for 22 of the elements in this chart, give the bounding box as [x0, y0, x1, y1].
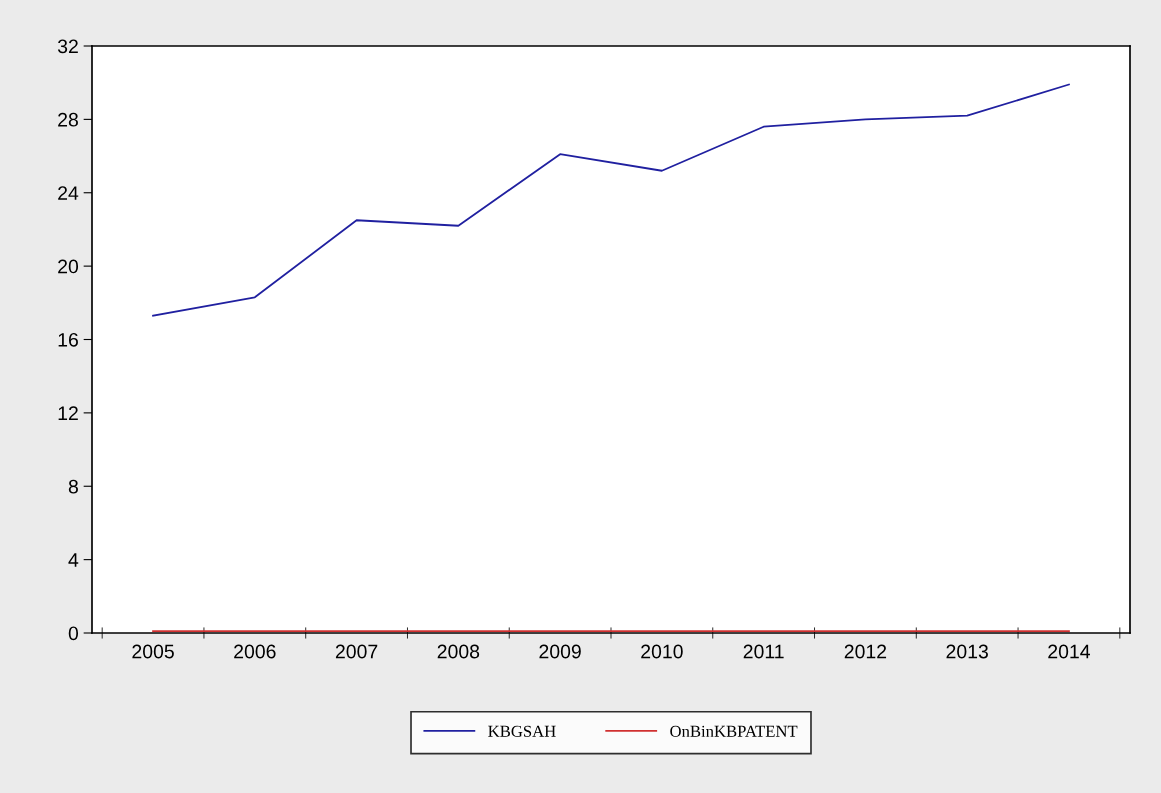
x-tick-label: 2007: [335, 644, 378, 659]
x-tick-label: 2009: [539, 644, 581, 659]
legend-label: OnBinKBPATENT: [670, 725, 798, 737]
x-tick-label: 2011: [743, 644, 784, 659]
y-tick-label: 20: [58, 259, 79, 274]
y-tick-label: 24: [58, 186, 79, 200]
line-series: [152, 83, 1070, 317]
y-tick-label: 12: [58, 406, 78, 420]
y-tick-label: 8: [68, 479, 78, 494]
y-tick-label: 16: [58, 332, 78, 347]
x-tick-label: 2012: [844, 644, 887, 659]
y-tick-label: 4: [68, 553, 79, 567]
x-tick-label: 2008: [437, 644, 480, 659]
y-tick-label: 32: [57, 39, 78, 54]
x-tick-label: 2006: [234, 644, 276, 659]
x-tick-label: 2014: [1048, 644, 1090, 659]
y-tick-label: 28: [58, 112, 78, 127]
x-tick-label: 2010: [641, 644, 683, 659]
x-tick-label: 2013: [946, 644, 988, 659]
x-tick-label: 2005: [132, 644, 174, 659]
legend-label: KBGSAH: [488, 725, 556, 737]
y-tick-label: 0: [68, 626, 79, 641]
